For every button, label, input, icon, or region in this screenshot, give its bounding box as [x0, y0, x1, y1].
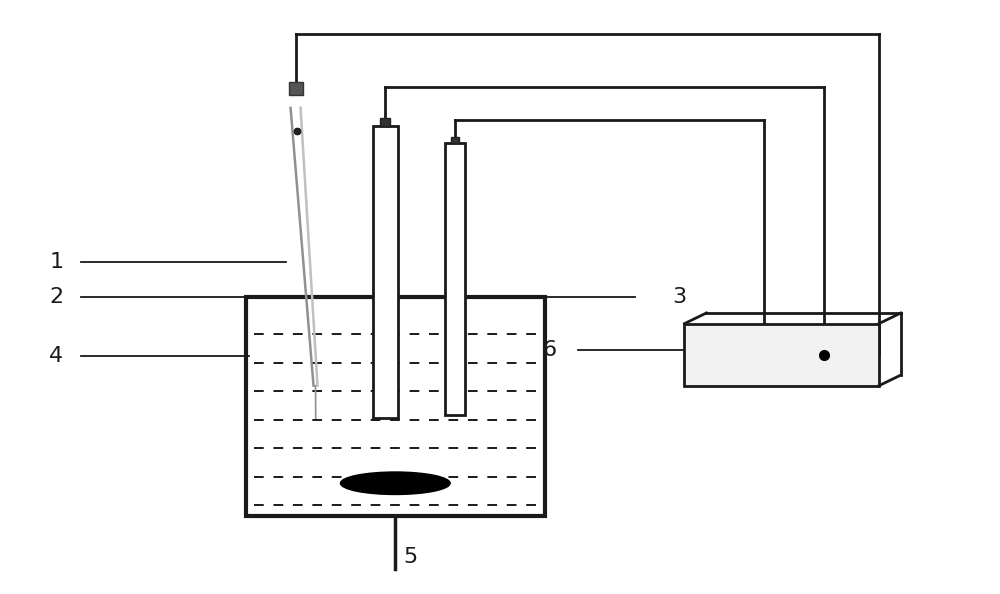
- Bar: [373, 125, 398, 418]
- Bar: [451, 137, 459, 143]
- Text: 1: 1: [49, 251, 63, 271]
- Bar: [380, 118, 390, 125]
- Text: 6: 6: [543, 340, 557, 360]
- Bar: [445, 143, 465, 415]
- Bar: [684, 324, 879, 386]
- Text: 3: 3: [672, 287, 687, 307]
- Text: 2: 2: [49, 287, 63, 307]
- Bar: [289, 83, 303, 96]
- Bar: [246, 297, 545, 516]
- Text: 4: 4: [49, 346, 63, 366]
- Text: 5: 5: [403, 547, 417, 567]
- Ellipse shape: [340, 472, 450, 494]
